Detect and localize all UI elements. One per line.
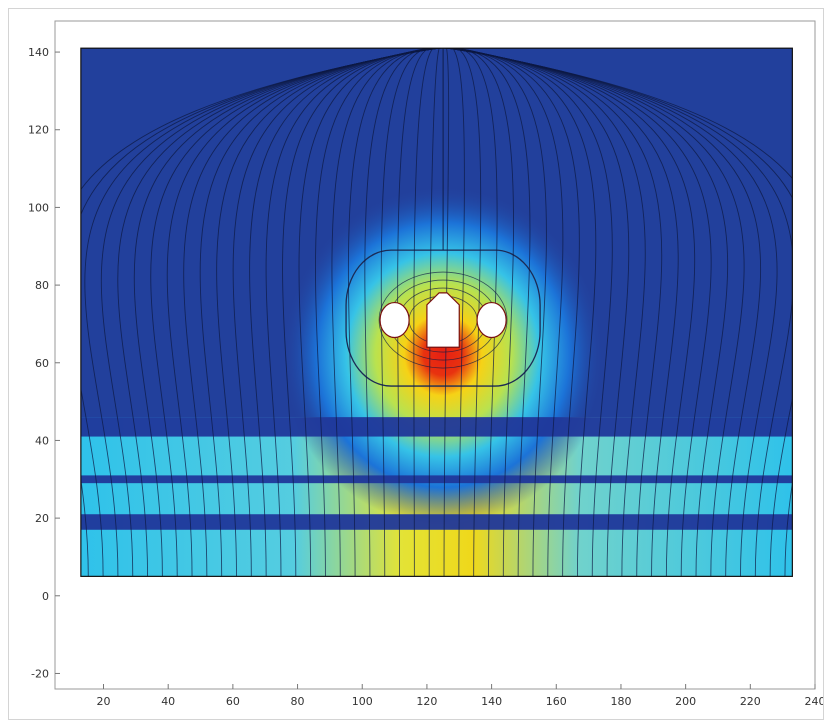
conductor-circle <box>379 301 410 339</box>
y-tick-label: 140 <box>28 46 49 59</box>
flux-line <box>80 48 437 577</box>
flux-line <box>80 48 437 577</box>
flux-line <box>448 48 762 577</box>
flux-line <box>449 48 793 577</box>
flux-line <box>444 48 531 577</box>
flux-line <box>446 48 630 577</box>
flux-line <box>249 48 440 577</box>
y-tick-label: 120 <box>28 124 49 137</box>
x-tick-label: 200 <box>675 695 696 708</box>
layer-band <box>80 475 793 484</box>
x-tick-label: 140 <box>481 695 502 708</box>
flux-line <box>397 48 443 577</box>
x-tick-label: 60 <box>226 695 240 708</box>
flux-line <box>133 48 438 577</box>
flux-line <box>100 48 438 577</box>
chart-frame: 20 40 60 80 100 120 140 160 180 200 220 240 -20 0 20 40… <box>8 8 824 720</box>
y-tick-label: -20 <box>31 667 49 680</box>
flux-line <box>298 48 441 577</box>
flux-line <box>448 48 729 577</box>
flux-line <box>447 48 696 577</box>
flux-line <box>380 48 443 577</box>
flux-line <box>447 48 663 577</box>
x-tick-label: 40 <box>161 695 175 708</box>
flux-line <box>445 48 597 577</box>
tick-labels: 20 40 60 80 100 120 140 160 180 200 220 240 -20 0 20 40… <box>28 46 823 708</box>
flux-line <box>428 48 443 577</box>
y-tick-label: 80 <box>35 279 49 292</box>
hot-zone <box>265 153 621 557</box>
flux-line <box>183 48 439 577</box>
contour-line <box>378 271 508 369</box>
layer-band <box>80 417 793 437</box>
flux-line <box>315 48 441 577</box>
flux-line <box>413 48 443 577</box>
flux-line <box>331 48 442 577</box>
flux-line <box>445 48 547 577</box>
y-tick-label: 100 <box>28 201 49 214</box>
flux-line <box>282 48 441 577</box>
flux-line <box>443 48 465 577</box>
flux-line <box>166 48 439 577</box>
y-tick-label: 20 <box>35 512 49 525</box>
x-tick-label: 160 <box>546 695 567 708</box>
flux-line <box>445 48 580 577</box>
x-tick-label: 120 <box>416 695 437 708</box>
flux-line <box>447 48 679 577</box>
x-tick-label: 180 <box>610 695 631 708</box>
flux-line <box>449 48 793 577</box>
domain-border <box>80 47 793 577</box>
field-plot: 20 40 60 80 100 120 140 160 180 200 220 240 -20 0 20 40… <box>28 20 823 708</box>
flux-line <box>449 48 778 577</box>
x-tick-label: 220 <box>740 695 761 708</box>
flux-line <box>447 48 712 577</box>
flux-line <box>444 48 498 577</box>
flux-line <box>265 48 441 577</box>
flux-line <box>150 48 438 577</box>
flux-line <box>443 48 450 577</box>
flux-line <box>446 48 646 577</box>
x-tick-label: 240 <box>805 695 824 708</box>
flux-line <box>448 48 745 577</box>
conductors <box>80 47 793 577</box>
flux-line <box>117 48 438 577</box>
flux-line <box>444 48 514 577</box>
y-tick-label: 40 <box>35 434 49 447</box>
flux-line <box>347 48 442 577</box>
flux-line <box>232 48 440 577</box>
flux-line <box>216 48 440 577</box>
x-tick-label: 20 <box>97 695 111 708</box>
x-tick-label: 80 <box>291 695 305 708</box>
flux-line <box>449 48 793 577</box>
flux-lines <box>80 48 793 577</box>
conductor-circle <box>476 301 507 339</box>
flux-line <box>199 48 439 577</box>
flux-line <box>364 48 442 577</box>
flux-line <box>445 48 564 577</box>
y-tick-label: 0 <box>42 590 49 603</box>
flux-line <box>84 48 437 577</box>
flux-line <box>446 48 613 577</box>
x-tick-label: 100 <box>352 695 373 708</box>
flux-line <box>443 48 482 577</box>
conductor-center <box>426 292 460 348</box>
layer-band <box>80 514 793 530</box>
y-tick-label: 60 <box>35 357 49 370</box>
